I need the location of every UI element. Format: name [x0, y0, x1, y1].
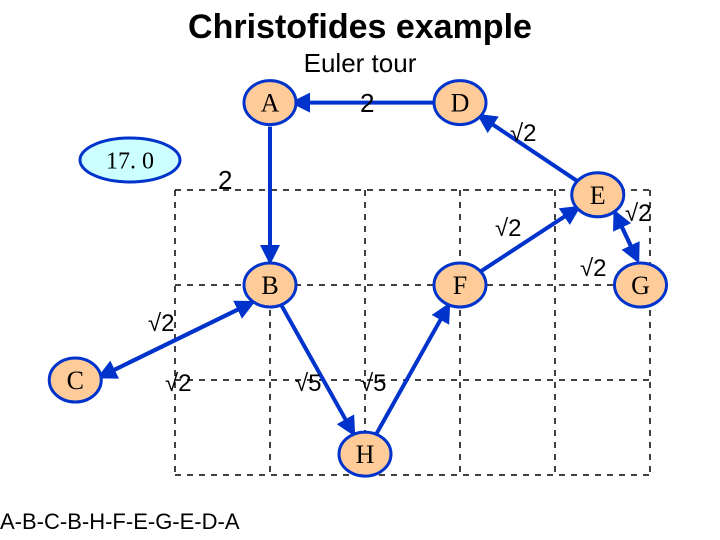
edge-weight-label: √2 — [510, 120, 537, 148]
edge-weight-label: √5 — [360, 370, 387, 398]
node-label-G: G — [631, 271, 650, 300]
node-label-A: A — [261, 89, 280, 118]
edge-weight-label: √2 — [165, 370, 192, 398]
node-label-H: H — [356, 440, 375, 469]
node-label-D: D — [451, 89, 470, 118]
graph-diagram: 17. 0 A D E B F G C H — [0, 0, 720, 540]
edge-weight-label: 2 — [218, 165, 232, 196]
edge-weight-label: √2 — [148, 310, 175, 338]
node-label-B: B — [261, 271, 278, 300]
edge-weight-label: √2 — [625, 200, 652, 228]
edge-weight-label: 2 — [360, 88, 374, 119]
edge-weight-label: √2 — [495, 215, 522, 243]
node-label-C: C — [67, 366, 84, 395]
edge-weight-label: √2 — [580, 255, 607, 283]
node-label-F: F — [453, 271, 467, 300]
cost-badge-text: 17. 0 — [106, 148, 154, 174]
node-label-E: E — [590, 181, 606, 210]
edge-weight-label: √5 — [295, 370, 322, 398]
edge-H-F — [377, 306, 448, 433]
tour-path-label: A-B-C-B-H-F-E-G-E-D-A — [0, 509, 240, 535]
edge-C-B — [100, 303, 252, 377]
